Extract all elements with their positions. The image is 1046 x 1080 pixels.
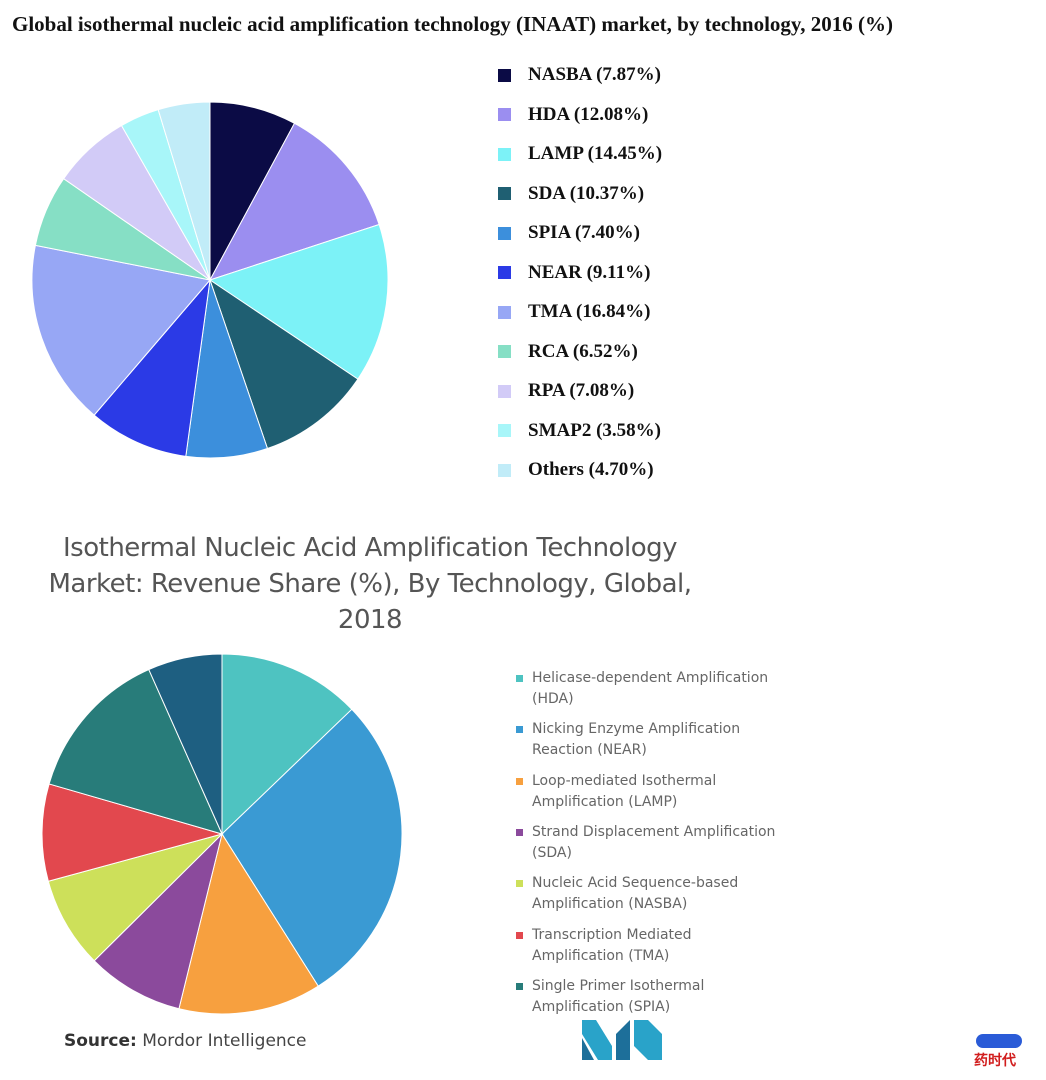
chart2-legend-item: Transcription Mediated Amplification (TMA… xyxy=(516,925,792,967)
source-prefix: Source: xyxy=(64,1031,137,1051)
chart1-legend-swatch xyxy=(498,68,511,82)
chart2-title-line-1: Isothermal Nucleic Acid Amplification Te… xyxy=(63,533,678,563)
chart1-pie xyxy=(31,101,389,459)
drug-times-logo-text: 药时代 xyxy=(974,1053,1016,1069)
chart2-legend-swatch xyxy=(516,726,523,734)
chart1-legend-swatch xyxy=(498,463,511,477)
chart2-legend-item: Nicking Enzyme Amplification Reaction (NE… xyxy=(516,719,792,761)
chart2-legend-label: Nicking Enzyme Amplification Reaction (NE… xyxy=(532,721,741,759)
chart2-legend-swatch xyxy=(516,931,523,939)
chart1-legend-label: HDA (12.08%) xyxy=(528,103,649,125)
chart1-legend-label: TMA (16.84%) xyxy=(528,301,651,322)
chart1-slice-2 xyxy=(208,122,380,281)
source-note: Source: Mordor Intelligence xyxy=(64,1031,307,1051)
chart2-legend-label: Strand Displacement Amplification (SDA) xyxy=(532,823,776,861)
chart1-legend-item: HDA (12.08%) xyxy=(498,100,648,130)
mordor-logo-icon xyxy=(582,1020,662,1060)
chart1-legend-label: NEAR (9.11%) xyxy=(528,261,651,283)
chart1-legend-label: SPIA (7.40%) xyxy=(528,222,640,243)
chart1-legend-item: TMA (16.84%) xyxy=(498,297,650,327)
chart2-legend-item: Single Primer Isothermal Amplification (S… xyxy=(516,976,792,1018)
chart2-legend-item: Strand Displacement Amplification (SDA) xyxy=(516,822,792,864)
drug-times-badge-icon xyxy=(976,1034,1022,1048)
chart2-legend-swatch xyxy=(516,982,523,990)
chart1-slice-11 xyxy=(157,101,211,281)
chart1-legend-swatch xyxy=(498,226,511,240)
chart1-legend-swatch xyxy=(498,147,511,161)
chart1-legend-item: SMAP2 (3.58%) xyxy=(498,416,661,446)
chart2-legend-label: Single Primer Isothermal Amplification (S… xyxy=(532,977,705,1015)
chart1-legend-item: RCA (6.52%) xyxy=(498,337,638,367)
chart2-slice-4 xyxy=(93,832,223,1010)
chart1-legend-swatch xyxy=(498,305,511,319)
chart2-legend-swatch xyxy=(516,828,523,836)
chart2-legend-label: Transcription Mediated Amplification (TMA… xyxy=(532,926,692,964)
chart1-legend-swatch xyxy=(498,384,511,398)
chart1-legend-item: SPIA (7.40%) xyxy=(498,218,640,248)
chart1-slice-3 xyxy=(208,223,389,380)
chart2-title-line-2: Market: Revenue Share (%), By Technology… xyxy=(48,569,692,599)
chart2-legend-swatch xyxy=(516,880,523,888)
chart2-legend-label: Helicase-dependent Amplification (HDA) xyxy=(532,670,769,707)
chart2-title-line-3: 2018 xyxy=(337,605,403,635)
chart1-legend-label: SMAP2 (3.58%) xyxy=(528,419,661,441)
chart2-legend-label: Loop-mediated Isothermal Amplification (L… xyxy=(532,772,717,810)
chart2-slice-5 xyxy=(47,833,224,962)
chart2-pie xyxy=(41,653,403,1015)
chart2-slice-6 xyxy=(41,783,224,882)
chart1-legend-label: RCA (6.52%) xyxy=(528,340,638,362)
chart2-slice-3 xyxy=(178,832,319,1015)
chart2-slice-1 xyxy=(221,653,353,836)
chart1-legend-label: SDA (10.37%) xyxy=(528,182,645,204)
chart1-legend-item: SDA (10.37%) xyxy=(498,179,644,209)
chart1-slice-4 xyxy=(209,278,359,450)
chart1-slice-6 xyxy=(93,278,211,457)
chart2-legend-item: Helicase-dependent Amplification (HDA) xyxy=(516,668,792,710)
drug-times-logo: 药时代 xyxy=(972,1034,1028,1070)
chart1-legend-swatch xyxy=(498,187,511,200)
chart2-legend-swatch xyxy=(516,777,523,785)
chart2-title: Isothermal Nucleic Acid Amplification Te… xyxy=(40,530,700,638)
chart1-legend-swatch xyxy=(498,266,511,279)
chart1-title: Global isothermal nucleic acid amplifica… xyxy=(12,12,893,36)
chart1-legend-label: NASBA (7.87%) xyxy=(528,64,662,85)
source-name: Mordor Intelligence xyxy=(142,1031,307,1051)
chart2-slice-7 xyxy=(48,668,223,835)
chart1-legend-item: RPA (7.08%) xyxy=(498,376,634,406)
chart1-legend-label: LAMP (14.45%) xyxy=(528,143,663,164)
chart2-legend-item: Nucleic Acid Sequence-based Amplification… xyxy=(516,873,792,915)
chart1-legend-item: Others (4.70%) xyxy=(498,455,654,485)
chart2-legend-label: Nucleic Acid Sequence-based Amplification… xyxy=(532,875,739,913)
chart1-legend-label: Others (4.70%) xyxy=(528,459,654,480)
chart1-legend-swatch xyxy=(498,108,511,121)
chart1-legend-label: RPA (7.08%) xyxy=(528,380,635,401)
chart1-legend-swatch xyxy=(498,424,511,437)
chart1-legend-item: LAMP (14.45%) xyxy=(498,139,662,169)
chart2-slice-8 xyxy=(148,653,223,835)
chart2-legend-item: Loop-mediated Isothermal Amplification (L… xyxy=(516,771,792,813)
chart1-legend-swatch xyxy=(498,345,511,358)
chart2-slice-2 xyxy=(221,708,403,987)
chart1-slice-7 xyxy=(31,244,211,416)
chart2-legend-swatch xyxy=(516,675,523,682)
chart1-legend-item: NEAR (9.11%) xyxy=(498,258,650,288)
chart1-legend-item: NASBA (7.87%) xyxy=(498,60,661,90)
